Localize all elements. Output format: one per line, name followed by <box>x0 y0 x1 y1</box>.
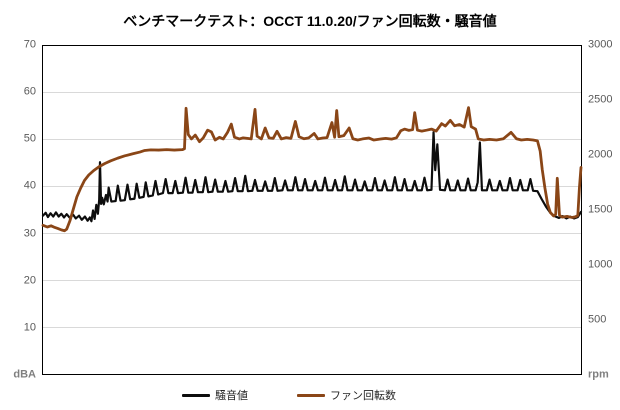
right-axis-tick: 500 <box>588 313 607 326</box>
left-axis-tick: 10 <box>23 321 36 334</box>
right-axis-unit: rpm <box>588 368 609 381</box>
legend-item-noise: 騒音値 <box>182 386 248 404</box>
right-axis-tick: 2000 <box>588 148 613 161</box>
legend-item-fan: ファン回転数 <box>297 386 396 404</box>
gridline <box>43 327 581 329</box>
legend: 騒音値 ファン回転数 <box>0 386 620 406</box>
gridline <box>43 138 581 140</box>
gridline <box>43 233 581 235</box>
right-axis-tick: 2500 <box>588 93 613 106</box>
right-axis-tick: 1000 <box>588 258 613 271</box>
right-axis-tick: 1500 <box>588 203 613 216</box>
gridline <box>43 185 581 187</box>
left-axis-tick: 50 <box>23 132 36 145</box>
legend-label-fan: ファン回転数 <box>330 390 396 402</box>
right-axis-tick: 3000 <box>588 38 613 51</box>
left-axis-unit: dBA <box>13 368 36 381</box>
left-axis-tick: 60 <box>23 85 36 98</box>
fan-line <box>41 106 583 233</box>
gridline <box>43 280 581 282</box>
chart-title: ベンチマークテスト：OCCT 11.0.20/ファン回転数・騒音値 <box>123 13 497 29</box>
left-axis-tick: 40 <box>23 179 36 192</box>
plot-svg <box>41 106 583 233</box>
left-axis-tick: 30 <box>23 227 36 240</box>
legend-label-noise: 騒音値 <box>215 390 248 402</box>
fan-line-swatch <box>297 393 325 397</box>
left-axis-tick: 70 <box>23 38 36 51</box>
noise-line <box>41 131 583 223</box>
gridline <box>43 91 581 93</box>
plot-area <box>41 45 583 375</box>
noise-line-swatch <box>182 393 210 397</box>
left-axis-tick: 20 <box>23 274 36 287</box>
